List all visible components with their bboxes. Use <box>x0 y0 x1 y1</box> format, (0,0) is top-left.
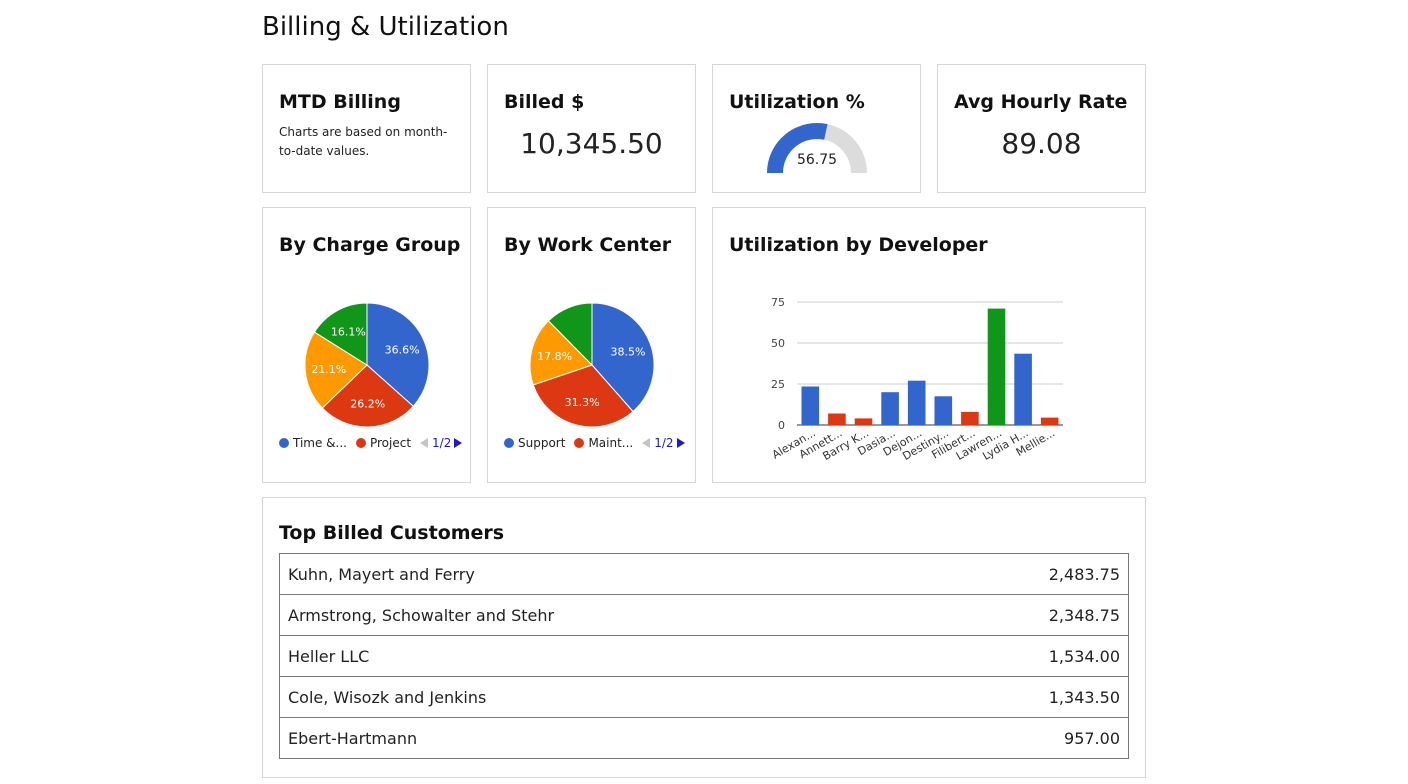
pie-slice[interactable] <box>547 302 593 367</box>
legend-item[interactable]: Project <box>355 436 412 450</box>
work-center-pie: 38.5% 31.3% 17.8% <box>529 302 655 428</box>
utilization-gauge: 56.75 <box>767 123 867 174</box>
pie-slice-label: 36.6% <box>385 343 420 356</box>
pie-slice-label: 38.5% <box>611 345 646 358</box>
table-row[interactable]: Heller LLC 1,534.00 <box>279 635 1129 677</box>
y-tick-label: 50 <box>771 337 785 350</box>
developer-utilization-card: Utilization by Developer 0 25 50 75 Alexan..… <box>712 207 1146 483</box>
legend-item[interactable]: Time &... <box>279 436 347 450</box>
page-title: Billing & Utilization <box>262 12 509 42</box>
customers-table: Kuhn, Mayert and Ferry 2,483.75 Armstrong,… <box>279 553 1129 759</box>
pie-slice-label: 16.1% <box>331 325 366 338</box>
legend-item[interactable]: Support <box>504 436 565 450</box>
avg-rate-card: Avg Hourly Rate 89.08 <box>937 64 1146 193</box>
pie-slice[interactable] <box>313 302 368 366</box>
table-row[interactable]: Kuhn, Mayert and Ferry 2,483.75 <box>279 553 1129 595</box>
pie-slice[interactable] <box>304 331 368 409</box>
y-tick-label: 75 <box>771 296 785 309</box>
charge-group-pie: 36.6% 26.2% 21.1% 16.1% <box>304 302 430 428</box>
pie-slice[interactable] <box>321 364 414 428</box>
work-center-card: By Work Center 38.5% 31.3% 17.8% Support M… <box>487 207 696 483</box>
y-tick-label: 0 <box>778 419 785 432</box>
bar[interactable] <box>934 396 953 425</box>
customer-name: Heller LLC <box>279 635 928 677</box>
billed-card: Billed $ 10,345.50 <box>487 64 696 193</box>
card-description: Charts are based on month-to-date values… <box>279 125 448 158</box>
table-row[interactable]: Ebert-Hartmann 957.00 <box>279 717 1129 759</box>
legend-label: Time &... <box>293 436 347 450</box>
billed-value: 10,345.50 <box>520 127 663 160</box>
gauge-fill <box>767 123 828 174</box>
customer-billed-value: 2,348.75 <box>927 594 1129 636</box>
bar[interactable] <box>1040 417 1059 425</box>
previous-page-icon[interactable] <box>642 438 651 448</box>
pie-slice[interactable] <box>532 364 634 428</box>
table-row[interactable]: Cole, Wisozk and Jenkins 1,343.50 <box>279 676 1129 718</box>
bar[interactable] <box>907 380 926 425</box>
card-title: By Work Center <box>504 234 672 256</box>
customer-name: Armstrong, Schowalter and Stehr <box>279 594 928 636</box>
card-title: Utilization % <box>729 91 865 113</box>
customer-name: Ebert-Hartmann <box>279 717 928 759</box>
next-page-icon[interactable] <box>676 438 685 448</box>
pie-slice-label: 26.2% <box>350 397 385 410</box>
pie-slice[interactable] <box>366 302 430 407</box>
bar[interactable] <box>801 386 820 426</box>
previous-page-icon[interactable] <box>420 438 429 448</box>
chart-legend: Time &... Project 1/2 <box>279 436 463 450</box>
customer-billed-value: 957.00 <box>927 717 1129 759</box>
customer-name: Kuhn, Mayert and Ferry <box>279 553 928 595</box>
legend-label: Maint... <box>588 436 634 450</box>
mtd-billing-card: MTD Billing Charts are based on month-to… <box>262 64 471 193</box>
bar[interactable] <box>854 418 873 425</box>
card-title: By Charge Group <box>279 234 461 256</box>
pie-slice[interactable] <box>529 320 593 386</box>
card-title: Avg Hourly Rate <box>954 91 1128 113</box>
legend-dot <box>504 438 514 448</box>
charge-group-card: By Charge Group 36.6% 26.2% 21.1% 16.1% Tim… <box>262 207 471 483</box>
bar[interactable] <box>1014 353 1032 425</box>
pager-label: 1/2 <box>654 436 674 450</box>
card-title: Utilization by Developer <box>729 234 988 256</box>
next-page-icon[interactable] <box>454 438 463 448</box>
legend-pager: 1/2 <box>642 436 685 450</box>
top-customers-card: Top Billed Customers Kuhn, Mayert and Fe… <box>262 497 1146 778</box>
gauge-value: 56.75 <box>797 152 837 168</box>
bar[interactable] <box>828 413 846 426</box>
customer-billed-value: 1,343.50 <box>927 676 1129 718</box>
pie-slice-label: 17.8% <box>537 350 572 363</box>
chart-legend: Support Maint... 1/2 <box>504 436 685 450</box>
bar[interactable] <box>881 392 899 425</box>
card-title: Top Billed Customers <box>279 522 505 544</box>
pager-label: 1/2 <box>432 436 452 450</box>
pie-slice[interactable] <box>591 302 655 413</box>
customer-billed-value: 1,534.00 <box>927 635 1129 677</box>
avg-rate-value: 89.08 <box>1001 127 1082 160</box>
legend-dot <box>279 438 289 448</box>
legend-item[interactable]: Maint... <box>574 436 633 450</box>
bar[interactable] <box>987 308 1006 425</box>
legend-dot <box>574 438 585 448</box>
bar[interactable] <box>961 411 979 425</box>
customer-name: Cole, Wisozk and Jenkins <box>279 676 928 718</box>
card-title: Billed $ <box>504 91 585 113</box>
legend-label: Support <box>518 436 566 450</box>
y-tick-label: 25 <box>771 378 785 391</box>
pie-slice-label: 21.1% <box>311 363 346 376</box>
table-row[interactable]: Armstrong, Schowalter and Stehr 2,348.75 <box>279 594 1129 636</box>
customer-billed-value: 2,483.75 <box>927 553 1129 595</box>
pie-slice-label: 31.3% <box>565 396 600 409</box>
card-title: MTD Billing <box>279 91 401 113</box>
legend-dot <box>355 438 366 448</box>
utilization-card: Utilization % 56.75 <box>712 64 921 193</box>
legend-pager: 1/2 <box>420 436 463 450</box>
legend-label: Project <box>369 436 412 450</box>
